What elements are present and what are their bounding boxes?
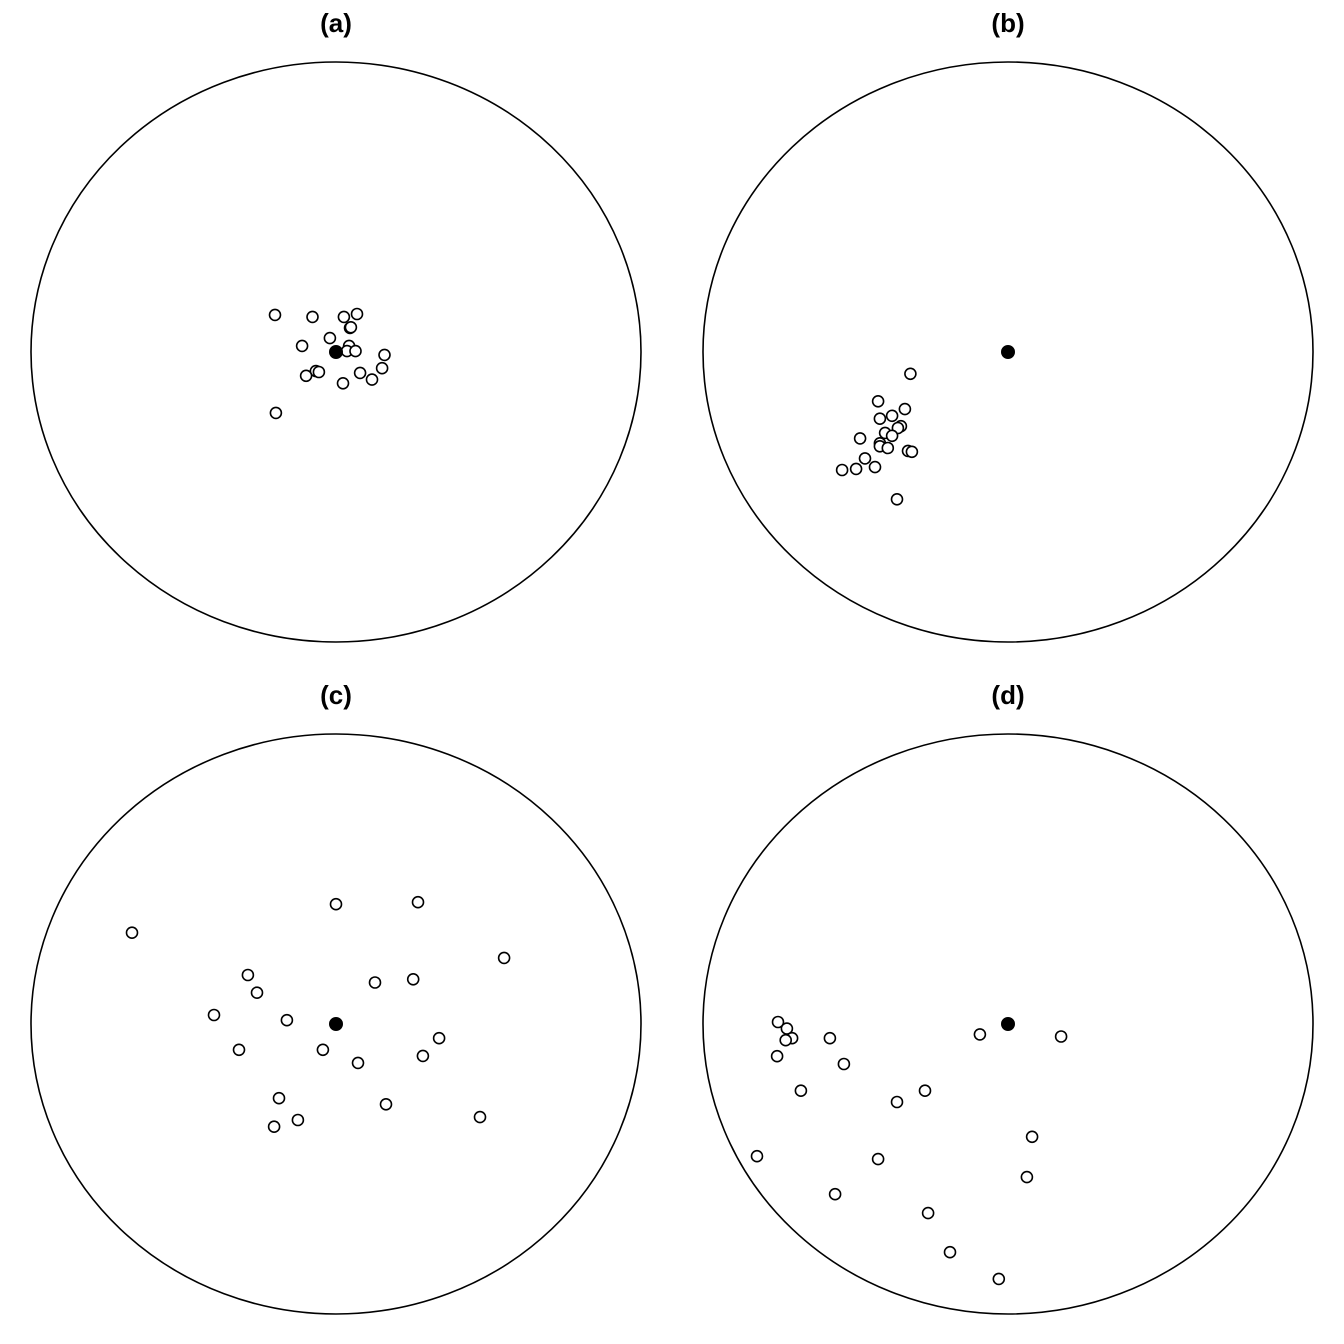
stereonet-boundary xyxy=(30,733,642,1315)
stereonet-boundary xyxy=(702,61,1314,643)
data-point xyxy=(750,1149,764,1163)
data-point xyxy=(353,366,367,380)
data-point xyxy=(823,1031,837,1045)
data-point xyxy=(379,1098,393,1111)
data-point xyxy=(241,968,255,982)
data-point xyxy=(873,412,887,425)
panel-title: (b) xyxy=(991,8,1024,38)
data-point xyxy=(881,441,895,455)
data-points xyxy=(835,345,1015,506)
data-point xyxy=(890,493,904,506)
data-point xyxy=(291,1113,305,1127)
data-point xyxy=(921,1206,935,1220)
data-point xyxy=(406,972,420,986)
data-points xyxy=(750,1015,1068,1286)
data-point xyxy=(905,445,919,459)
data-point xyxy=(794,1084,808,1097)
data-point xyxy=(272,1091,286,1105)
data-point xyxy=(232,1043,246,1057)
data-point xyxy=(295,339,309,353)
data-point xyxy=(992,1272,1006,1286)
data-point xyxy=(344,320,358,334)
stereonet-boundary xyxy=(30,61,642,643)
data-point xyxy=(268,308,282,322)
data-point xyxy=(890,1095,904,1109)
data-point xyxy=(329,897,343,911)
data-point xyxy=(771,1015,785,1029)
data-point xyxy=(267,1120,281,1133)
panel-title: (a) xyxy=(320,8,352,38)
data-point xyxy=(973,1028,987,1041)
data-point xyxy=(779,1033,792,1047)
data-point xyxy=(828,1187,842,1201)
panel-d: (d) xyxy=(702,680,1314,1315)
stereonet-boundary xyxy=(702,733,1314,1315)
data-point xyxy=(323,331,337,345)
data-point xyxy=(871,1152,885,1166)
data-point xyxy=(411,895,425,909)
data-point xyxy=(885,429,899,443)
data-point xyxy=(280,1013,294,1027)
data-point xyxy=(432,1031,446,1045)
data-point xyxy=(351,1056,365,1070)
data-point xyxy=(350,307,364,321)
center-point xyxy=(1001,1017,1015,1031)
data-point xyxy=(207,1008,221,1022)
center-point xyxy=(329,345,343,359)
data-points xyxy=(125,895,511,1133)
data-point xyxy=(269,406,283,420)
data-point xyxy=(378,348,391,362)
data-point xyxy=(416,1049,430,1063)
data-point xyxy=(885,409,899,423)
data-point xyxy=(312,365,326,379)
panel-a: (a) xyxy=(30,8,642,643)
data-point xyxy=(337,310,351,324)
center-point xyxy=(1001,345,1015,359)
panel-b: (b) xyxy=(702,8,1314,643)
data-point xyxy=(904,367,917,381)
data-point xyxy=(368,976,382,989)
data-point xyxy=(770,1049,784,1063)
data-point xyxy=(365,373,379,386)
data-point xyxy=(868,460,882,474)
data-point xyxy=(849,462,863,476)
data-point xyxy=(473,1110,487,1124)
data-point xyxy=(349,344,362,358)
data-point xyxy=(837,1057,851,1071)
data-point xyxy=(1020,1170,1034,1184)
data-point xyxy=(1025,1130,1039,1144)
panel-title: (d) xyxy=(991,680,1024,710)
data-point xyxy=(835,463,849,477)
panel-c: (c) xyxy=(30,680,642,1315)
data-point xyxy=(898,402,912,416)
data-points xyxy=(268,307,391,420)
data-point xyxy=(1054,1030,1068,1043)
data-point xyxy=(497,951,511,965)
center-point xyxy=(329,1017,343,1031)
data-point xyxy=(375,361,389,375)
data-point xyxy=(853,432,867,445)
data-point xyxy=(299,369,313,383)
data-point xyxy=(943,1245,957,1259)
data-point xyxy=(316,1043,330,1057)
data-point xyxy=(125,926,139,939)
data-point xyxy=(871,394,885,408)
panel-title: (c) xyxy=(320,680,352,710)
data-point xyxy=(858,452,872,465)
data-point xyxy=(306,310,319,324)
data-point xyxy=(918,1084,932,1097)
data-point xyxy=(250,986,264,1000)
data-point xyxy=(336,376,350,390)
